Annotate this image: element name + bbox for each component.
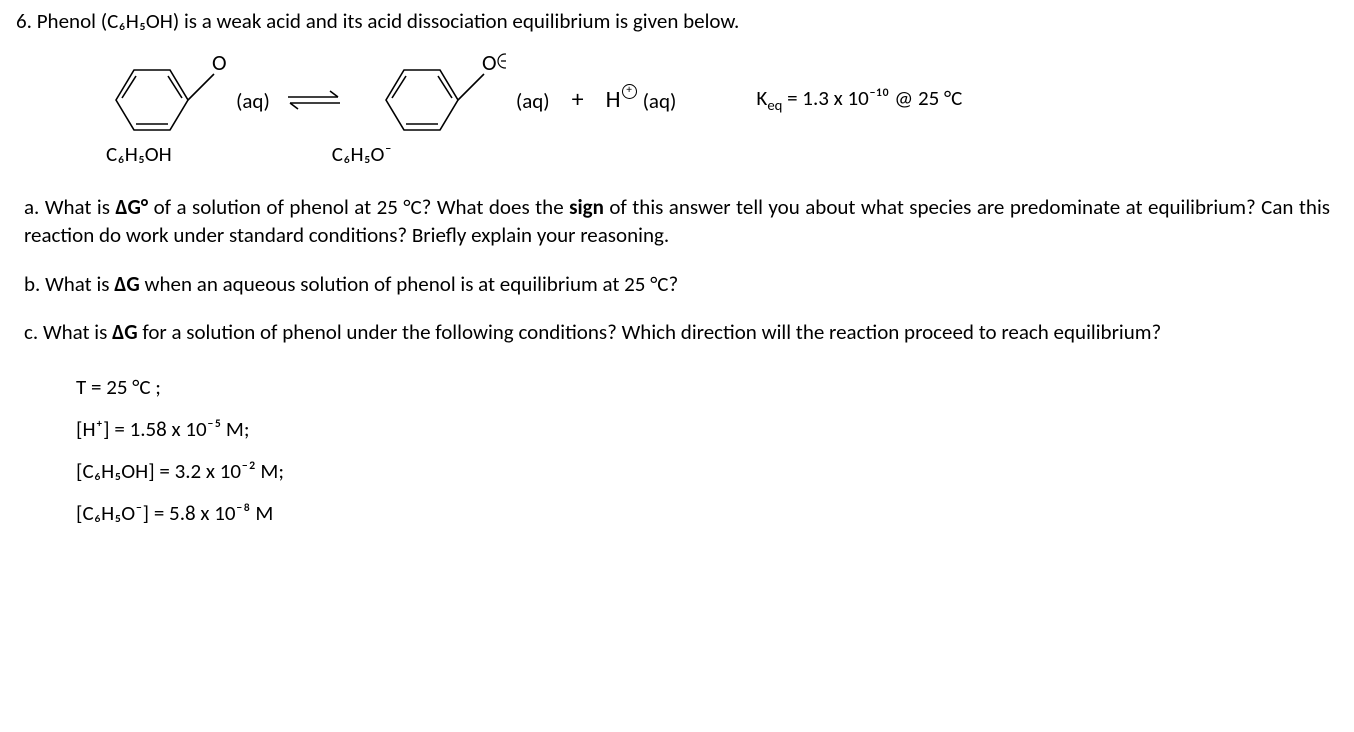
part-c-text2: for a solution of phenol under the follo…	[138, 319, 1162, 345]
phenol-structure: OH (aq)	[96, 52, 270, 147]
equilibrium-arrow	[284, 88, 344, 112]
condition-temp: T = 25 °C ;	[76, 366, 1338, 408]
part-b-label: b.	[24, 271, 40, 297]
sign-word: sign	[569, 194, 604, 220]
condition-phenol: [C₆H₅OH] = 3.2 x 10⁻² M;	[76, 450, 1338, 492]
phenolate-structure: O (aq)	[366, 52, 550, 147]
part-a-text2: of a solution of phenol at 25 °C? What d…	[148, 194, 569, 220]
plus-sign: +	[572, 85, 584, 114]
part-c-text1: What is	[43, 319, 112, 345]
o-label: O	[482, 52, 497, 76]
delta-g-c: ΔG	[112, 319, 138, 345]
part-c: c. What is ΔG for a solution of phenol u…	[24, 318, 1330, 346]
keq-sub: eq	[767, 96, 782, 114]
product-state: (aq)	[516, 88, 550, 114]
hplus-state: (aq)	[643, 88, 677, 114]
question-text: Phenol (C₆H₅OH) is a weak acid and its a…	[37, 8, 740, 34]
part-a-text1: What is	[45, 194, 116, 220]
phenolate-molecule: O (aq)	[366, 52, 550, 147]
plus-charge-icon: +	[622, 84, 637, 99]
phenol-molecule: OH (aq)	[96, 52, 270, 147]
part-a: a. What is ΔG° of a solution of phenol a…	[24, 193, 1330, 250]
question-number: 6.	[16, 8, 32, 34]
phenolate-svg: O	[366, 52, 506, 147]
formula-row: C₆H₅OH C₆H₅O⁻	[106, 141, 1338, 167]
part-b-text1: What is	[45, 271, 114, 297]
equation-row: OH (aq) O	[96, 52, 1338, 147]
condition-h: [H⁺] = 1.58 x 10⁻⁵ M;	[76, 408, 1338, 450]
part-b-text2: when an aqueous solution of phenol is at…	[140, 271, 678, 297]
condition-phenolate: [C₆H₅O⁻] = 5.8 x 10⁻⁸ M	[76, 492, 1338, 534]
part-c-label: c.	[24, 319, 38, 345]
part-a-label: a.	[24, 194, 39, 220]
product-formula: C₆H₅O⁻	[332, 141, 392, 167]
part-b: b. What is ΔG when an aqueous solution o…	[24, 270, 1330, 298]
hydrogen-ion: H+ (aq)	[606, 85, 677, 114]
reactant-state: (aq)	[236, 88, 270, 114]
keq-expression: Keq = 1.3 x 10⁻¹⁰ @ 25 °C	[756, 85, 962, 114]
conditions-block: T = 25 °C ; [H⁺] = 1.58 x 10⁻⁵ M; [C₆H₅O…	[76, 366, 1338, 534]
h-symbol: H	[606, 85, 621, 114]
keq-label: K	[756, 85, 767, 111]
phenol-svg: OH	[96, 52, 226, 147]
oh-label: OH	[212, 52, 226, 76]
keq-value: = 1.3 x 10⁻¹⁰ @ 25 °C	[782, 85, 962, 111]
delta-g-standard: ΔG°	[115, 194, 148, 220]
question-header: 6. Phenol (C₆H₅OH) is a weak acid and it…	[16, 8, 1338, 34]
reactant-formula: C₆H₅OH	[106, 141, 172, 167]
delta-g-b: ΔG	[114, 271, 140, 297]
